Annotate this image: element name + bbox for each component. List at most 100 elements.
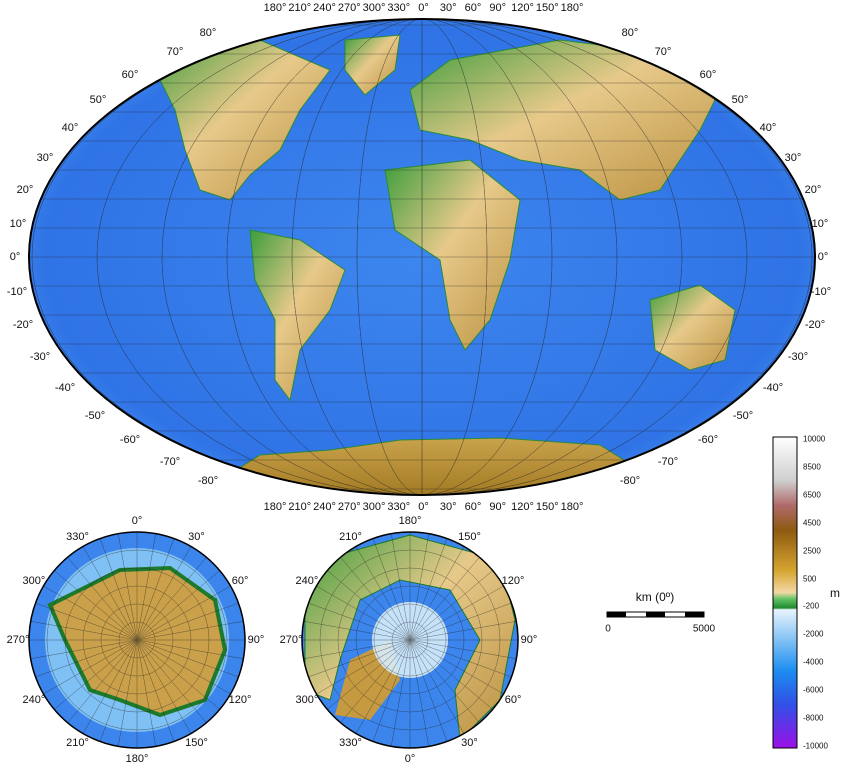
colorbar-tick-label: -4000 [803, 657, 824, 667]
north-polar-longitude-label: 90° [520, 634, 538, 646]
south-polar-longitude-label: 210° [66, 737, 89, 750]
longitude-label-bottom: 270° [337, 501, 361, 513]
longitude-label-bottom: 0° [418, 501, 429, 513]
longitude-label-top: 120° [511, 2, 534, 14]
latitude-label-left: 0° [9, 251, 21, 263]
longitude-label-bottom: 180° [263, 501, 287, 513]
longitude-label-top: 210° [288, 2, 312, 14]
south-polar-longitude-label: 60° [231, 574, 249, 587]
continents [149, 34, 736, 495]
latitude-label-left: -10° [6, 286, 28, 298]
colorbar-tick-label: 500 [803, 574, 817, 584]
latitude-label-right: 60° [699, 69, 717, 81]
north-polar-longitude-label: 270° [279, 634, 303, 646]
latitude-label-left: -80° [197, 475, 219, 487]
latitude-label-left: 60° [121, 69, 139, 81]
north-polar-longitude-label: 180° [398, 515, 422, 527]
longitude-label-bottom: 240° [313, 501, 336, 513]
south-polar-longitude-label: 270° [6, 634, 30, 646]
latitude-label-left: -20° [12, 319, 34, 331]
latitude-label-right: 70° [654, 46, 672, 58]
latitude-label-left: 80° [199, 27, 217, 39]
latitude-label-right: 50° [731, 94, 749, 106]
colorbar-tick-label: -10000 [803, 741, 828, 751]
colorbar-tick-label: -6000 [803, 685, 824, 695]
latitude-label-left: -50° [84, 410, 106, 422]
north-polar-longitude-label: 0° [404, 753, 416, 762]
south-polar-longitude-label: 150° [185, 737, 208, 750]
longitude-label-bottom: 150° [535, 501, 559, 513]
colorbar-tick-label: -8000 [803, 713, 824, 723]
longitude-label-top: 0° [418, 2, 429, 14]
south-polar-longitude-label: 330° [66, 530, 89, 543]
north-polar-frame [301, 531, 519, 749]
main-map-body [29, 19, 815, 495]
latitude-label-right: -10° [810, 286, 832, 298]
latitude-label-left: -70° [159, 456, 181, 468]
south-polar-longitude-label: 30° [188, 530, 205, 543]
north-polar-map [302, 532, 518, 748]
latitude-label-right: 80° [621, 27, 639, 39]
longitude-label-top: 180° [263, 2, 287, 14]
latitude-label-left: 10° [9, 218, 27, 230]
colorbar-tick-label: 2500 [803, 546, 821, 556]
longitude-label-bottom: 90° [489, 501, 507, 513]
south-polar-longitude-label: 120° [228, 693, 252, 706]
latitude-label-right: 10° [811, 218, 829, 230]
latitude-label-right: -80° [619, 475, 641, 487]
latitude-label-right: -60° [697, 434, 719, 446]
north-polar-longitude-label: 300° [295, 693, 319, 706]
north-america [149, 39, 331, 201]
south-polar-map [29, 532, 245, 748]
longitude-label-top: 90° [489, 2, 507, 14]
longitude-label-top: 270° [337, 2, 361, 14]
latitude-label-right: -30° [787, 351, 809, 363]
longitude-label-bottom: 330° [387, 501, 411, 513]
colorbar-tick-label: -2000 [803, 629, 824, 639]
longitude-label-bottom: 60° [464, 501, 482, 513]
longitude-label-top: 330° [387, 2, 411, 14]
longitude-label-bottom: 300° [362, 501, 386, 513]
north-polar-longitude-label: 330° [339, 737, 362, 750]
longitude-label-top: 300° [362, 2, 386, 14]
south-polar-longitude-label: 90° [247, 634, 265, 646]
colorbar-tick-label: 4500 [803, 518, 821, 528]
colorbar-unit: m [830, 586, 840, 600]
north-polar-longitude-label: 150° [458, 530, 481, 543]
scale-bar [606, 611, 705, 618]
latitude-label-left: 20° [16, 184, 34, 196]
south-polar-longitude-label: 180° [125, 753, 149, 762]
north-polar-longitude-label: 30° [461, 737, 478, 750]
latitude-label-right: -50° [732, 410, 754, 422]
scale-bar-max: 5000 [692, 623, 716, 635]
north-polar-longitude-label: 120° [501, 574, 525, 587]
latitude-label-left: 40° [61, 122, 79, 134]
north-polar-longitude-label: 210° [339, 530, 362, 543]
latitude-label-right: -20° [804, 319, 826, 331]
latitude-label-left: 50° [89, 94, 107, 106]
colorbar-tick-label: 6500 [803, 490, 821, 500]
north-polar-longitude-label: 60° [504, 693, 522, 706]
latitude-label-right: 0° [817, 251, 829, 263]
longitude-label-bottom: 120° [511, 501, 534, 513]
latitude-label-right: 30° [784, 152, 802, 164]
south-polar-frame [28, 531, 246, 749]
latitude-label-right: -40° [762, 382, 784, 394]
latitude-label-left: 70° [166, 46, 184, 58]
colorbar-tick-label: -200 [803, 601, 820, 611]
colorbar [772, 436, 798, 749]
longitude-label-top: 60° [464, 2, 482, 14]
longitude-label-top: 180° [560, 2, 584, 14]
longitude-label-bottom: 30° [439, 501, 457, 513]
longitude-label-top: 30° [439, 2, 457, 14]
main-map-frame [28, 18, 816, 496]
latitude-label-left: -30° [29, 351, 51, 363]
latitude-label-right: 40° [759, 122, 777, 134]
scale-bar-min: 0 [605, 623, 611, 635]
latitude-label-left: -60° [119, 434, 141, 446]
latitude-label-right: -70° [657, 456, 679, 468]
longitude-label-top: 240° [313, 2, 336, 14]
south-polar-longitude-label: 0° [131, 515, 143, 527]
